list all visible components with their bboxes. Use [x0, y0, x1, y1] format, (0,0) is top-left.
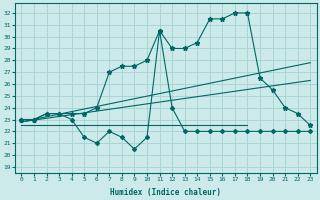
X-axis label: Humidex (Indice chaleur): Humidex (Indice chaleur) [110, 188, 221, 197]
